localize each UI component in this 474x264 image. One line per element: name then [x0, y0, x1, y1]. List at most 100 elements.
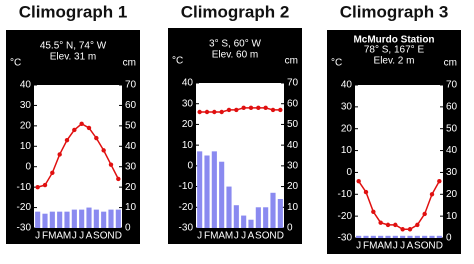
- chart-title: Climograph 1: [19, 2, 128, 21]
- precip-bar: [219, 161, 225, 228]
- x-tick-label: F: [204, 231, 210, 242]
- y2-tick-label: 40: [125, 141, 137, 152]
- x-tick-label: J: [197, 231, 202, 242]
- y-tick-label: -30: [338, 233, 353, 244]
- precip-bar: [93, 209, 99, 228]
- y-axis-label: °C: [172, 56, 183, 67]
- plot-area: [34, 85, 122, 228]
- y-tick-label: 30: [341, 101, 353, 112]
- y2-tick-label: 60: [287, 98, 299, 109]
- y-tick-label: -10: [17, 182, 32, 193]
- x-tick-label: O: [421, 241, 429, 252]
- y2-tick-label: 50: [446, 123, 458, 134]
- temperature-point: [197, 109, 202, 115]
- x-tick-label: S: [255, 231, 262, 242]
- y-tick-label: 10: [182, 140, 194, 151]
- x-tick-label: D: [277, 231, 284, 242]
- precip-bar: [370, 235, 376, 238]
- temperature-point: [79, 121, 84, 127]
- temperature-point: [204, 109, 210, 115]
- temperature-point: [385, 222, 391, 228]
- y-axis-label: °C: [10, 58, 21, 69]
- y-tick-label: -10: [179, 181, 194, 192]
- temperature-point: [72, 127, 77, 133]
- temperature-point: [400, 227, 405, 232]
- y-tick-label: 20: [20, 120, 32, 131]
- y-tick-label: -20: [17, 202, 32, 213]
- precip-bar: [436, 235, 442, 238]
- y-tick-label: -20: [179, 202, 194, 213]
- temperature-point: [234, 107, 239, 113]
- y-tick-label: 40: [182, 78, 194, 89]
- x-tick-label: M: [384, 241, 392, 252]
- precip-bar: [378, 235, 384, 238]
- y-tick-label: -10: [338, 189, 353, 200]
- precip-bar: [197, 151, 203, 228]
- temperature-point: [116, 176, 121, 182]
- x-tick-label: F: [42, 231, 48, 242]
- y2-axis-label: cm: [285, 56, 298, 67]
- precip-bar: [356, 235, 362, 238]
- temperature-point: [407, 227, 413, 232]
- x-tick-label: M: [48, 231, 56, 242]
- precip-bar: [42, 213, 48, 228]
- precip-bar: [57, 211, 63, 228]
- x-tick-label: O: [262, 231, 270, 242]
- y-tick-label: 40: [341, 80, 353, 91]
- y2-tick-label: 0: [446, 233, 452, 244]
- x-tick-label: A: [407, 241, 414, 252]
- precip-bar: [233, 205, 239, 228]
- y-tick-label: -30: [179, 223, 194, 234]
- y2-tick-label: 20: [446, 189, 458, 200]
- elevation: Elev. 2 m: [374, 56, 415, 67]
- temperature-point: [378, 220, 383, 225]
- temperature-point: [64, 137, 70, 143]
- x-tick-label: A: [377, 241, 384, 252]
- y2-tick-label: 30: [287, 160, 299, 171]
- x-tick-label: N: [107, 231, 114, 242]
- x-tick-label: F: [363, 241, 369, 252]
- y2-tick-label: 50: [125, 120, 137, 131]
- plot-area: [355, 85, 443, 238]
- precip-bar: [400, 235, 406, 238]
- x-tick-label: S: [414, 241, 421, 252]
- y2-tick-label: 70: [446, 80, 458, 91]
- x-tick-label: A: [248, 231, 255, 242]
- y2-tick-label: 0: [125, 223, 131, 234]
- precip-bar: [101, 211, 107, 228]
- y-tick-label: 10: [20, 141, 32, 152]
- precip-bar: [108, 209, 114, 228]
- y2-tick-label: 70: [125, 80, 137, 91]
- chart-title: Climograph 3: [340, 2, 449, 21]
- precip-bar: [71, 209, 77, 228]
- precip-bar: [385, 235, 391, 238]
- plot-area: [196, 83, 284, 228]
- temperature-point: [393, 222, 398, 228]
- y-tick-label: 40: [20, 80, 32, 91]
- y2-tick-label: 0: [287, 223, 293, 234]
- precip-bar: [255, 207, 261, 228]
- y2-tick-label: 10: [287, 202, 299, 213]
- temperature-line: [358, 180, 440, 231]
- x-tick-label: M: [210, 231, 218, 242]
- precip-bar: [407, 235, 413, 238]
- y-tick-label: 10: [341, 145, 353, 156]
- precip-bar: [248, 219, 254, 228]
- y2-axis-label: cm: [123, 58, 136, 69]
- precip-bar: [422, 235, 428, 238]
- y2-tick-label: 10: [125, 202, 137, 213]
- temperature-point: [50, 170, 55, 176]
- x-tick-label: J: [35, 231, 40, 242]
- precip-bar: [263, 207, 269, 228]
- y2-tick-label: 60: [125, 100, 137, 111]
- precip-bar: [115, 209, 121, 228]
- elevation: Elev. 31 m: [50, 52, 97, 63]
- precip-bar: [429, 235, 435, 238]
- y2-tick-label: 60: [446, 101, 458, 112]
- temperature-point: [256, 105, 261, 111]
- temperature-point: [371, 209, 376, 214]
- temperature-point: [270, 107, 276, 113]
- temperature-point: [248, 105, 254, 111]
- x-tick-label: S: [93, 231, 100, 242]
